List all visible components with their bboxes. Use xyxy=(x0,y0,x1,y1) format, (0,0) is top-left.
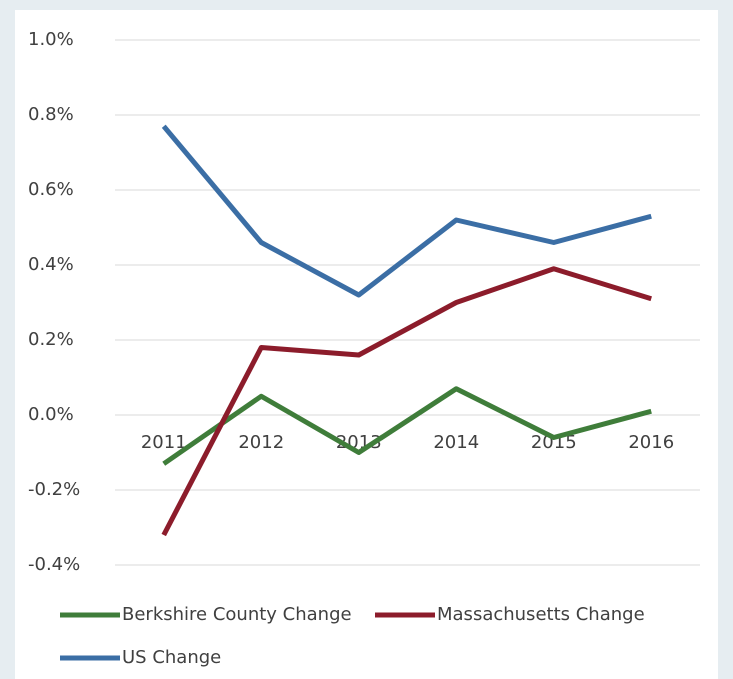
y-tick-label: 0.8% xyxy=(28,104,74,125)
y-tick-label: 0.4% xyxy=(28,254,74,275)
legend-label: Berkshire County Change xyxy=(122,604,352,625)
y-tick-label: 0.6% xyxy=(28,179,74,200)
legend-label: Massachusetts Change xyxy=(437,604,645,625)
x-tick-label: 2015 xyxy=(531,432,577,453)
y-tick-label: -0.4% xyxy=(28,554,80,575)
y-tick-label: 0.2% xyxy=(28,329,74,350)
x-tick-label: 2011 xyxy=(141,432,187,453)
y-tick-label: -0.2% xyxy=(28,479,80,500)
legend-label: US Change xyxy=(122,647,221,668)
y-tick-label: 0.0% xyxy=(28,404,74,425)
x-tick-label: 2014 xyxy=(433,432,479,453)
chart-panel xyxy=(15,10,718,679)
series-line xyxy=(161,124,652,298)
series-line xyxy=(162,386,652,466)
series-line xyxy=(161,266,652,537)
x-tick-label: 2016 xyxy=(628,432,674,453)
y-tick-label: 1.0% xyxy=(28,29,74,50)
x-tick-label: 2012 xyxy=(238,432,284,453)
